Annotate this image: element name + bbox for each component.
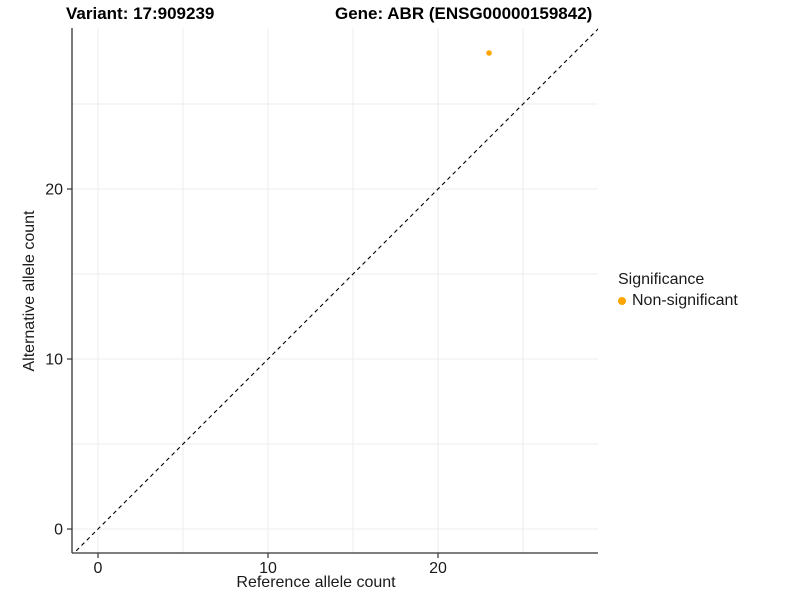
data-point [486, 50, 492, 56]
y-tick-label: 20 [45, 182, 63, 199]
x-axis-label: Reference allele count [236, 574, 396, 591]
legend-title: Significance [618, 271, 705, 288]
legend-item-label: Non-significant [632, 292, 738, 309]
x-tick-label: 0 [94, 560, 103, 577]
identity-line [73, 28, 598, 553]
y-axis-label: Alternative allele count [21, 210, 38, 372]
x-tick-label: 10 [259, 560, 277, 577]
legend-point-icon [618, 297, 626, 305]
x-tick-label: 20 [429, 560, 447, 577]
legend-item: Non-significant [618, 292, 738, 310]
y-tick-label: 10 [45, 352, 63, 369]
variant-title: Variant: 17:909239 [66, 4, 215, 23]
y-tick-label: 0 [54, 522, 63, 539]
legend: Significance Non-significant [618, 271, 738, 310]
gene-title: Gene: ABR (ENSG00000159842) [335, 4, 593, 23]
